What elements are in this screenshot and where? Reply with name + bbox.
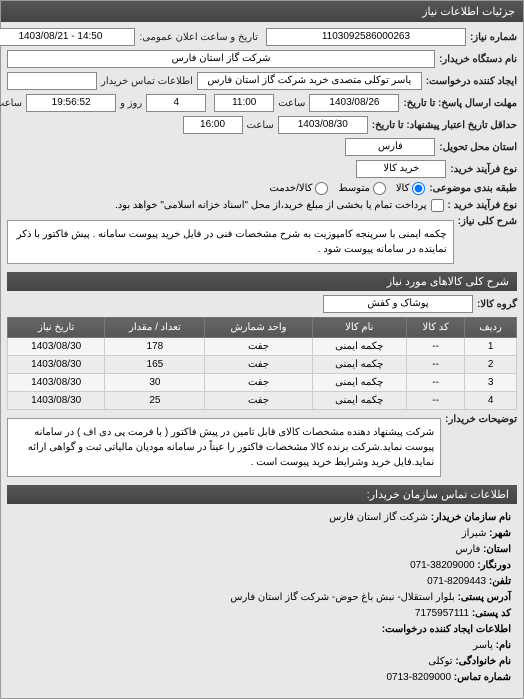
buyer-info-section: نام سازمان خریدار: شرکت گاز استان فارس ش… bbox=[7, 504, 517, 692]
classification-radios: کالا متوسط کالا/خدمت bbox=[270, 182, 426, 195]
th-5: تاریخ نیاز bbox=[8, 318, 105, 338]
radio-opt-1[interactable]: متوسط bbox=[338, 182, 385, 195]
process-type-label: نوع فرآیند خرید: bbox=[450, 164, 517, 175]
remaining-suffix: ساعت باقی مانده bbox=[0, 98, 22, 109]
table-row: 1--چکمه ایمنیجفت1781403/08/30 bbox=[8, 338, 517, 356]
table-cell: 1 bbox=[465, 338, 517, 356]
radio-opt-0[interactable]: کالا bbox=[396, 182, 426, 195]
contact-info-label: اطلاعات تماس خریدار bbox=[101, 76, 193, 87]
description-text: چکمه ایمنی با سرپنجه کامپوزیت به شرح مشخ… bbox=[7, 220, 454, 264]
table-cell: 2 bbox=[465, 356, 517, 374]
table-cell: 4 bbox=[465, 392, 517, 410]
table-cell: جفت bbox=[205, 374, 312, 392]
contact-info-value bbox=[7, 72, 97, 90]
description-label: شرح کلی نیاز: bbox=[458, 216, 517, 227]
need-number-label: شماره نیاز: bbox=[470, 32, 517, 43]
delivery-province-label: استان محل تحویل: bbox=[439, 142, 517, 153]
validity-time: 16:00 bbox=[183, 116, 243, 134]
purchase-process-label: نوع فرآیند خرید : bbox=[448, 200, 517, 211]
deadline-label: مهلت ارسال پاسخ: تا تاریخ: bbox=[403, 98, 517, 109]
th-2: نام کالا bbox=[312, 318, 406, 338]
th-3: واحد شمارش bbox=[205, 318, 312, 338]
requester-value: یاسر توکلی متصدی خرید شرکت گاز استان فار… bbox=[197, 72, 422, 90]
table-row: 2--چکمه ایمنیجفت1651403/08/30 bbox=[8, 356, 517, 374]
deadline-time: 11:00 bbox=[214, 94, 274, 112]
radio-opt-2[interactable]: کالا/خدمت bbox=[270, 182, 329, 195]
validity-time-label: ساعت bbox=[247, 120, 274, 131]
table-cell: -- bbox=[407, 392, 465, 410]
table-cell: 3 bbox=[465, 374, 517, 392]
remaining-days-label: روز و bbox=[120, 98, 142, 109]
table-cell: جفت bbox=[205, 392, 312, 410]
validity-label: حداقل تاریخ اعتبار پیشنهاد: تا تاریخ: bbox=[372, 120, 517, 131]
table-cell: -- bbox=[407, 338, 465, 356]
th-0: ردیف bbox=[465, 318, 517, 338]
table-cell: جفت bbox=[205, 338, 312, 356]
table-cell: چکمه ایمنی bbox=[312, 374, 406, 392]
goods-group-value: پوشاک و کفش bbox=[323, 295, 473, 313]
treasury-label: پرداخت تمام یا بخشی از مبلغ خرید،از محل … bbox=[115, 200, 427, 211]
process-type-value: خرید کالا bbox=[356, 160, 446, 178]
table-row: 3--چکمه ایمنیجفت301403/08/30 bbox=[8, 374, 517, 392]
table-cell: -- bbox=[407, 374, 465, 392]
table-cell: 165 bbox=[105, 356, 205, 374]
radio-0[interactable] bbox=[412, 182, 425, 195]
table-cell: 178 bbox=[105, 338, 205, 356]
table-cell: چکمه ایمنی bbox=[312, 392, 406, 410]
panel-title: جزئیات اطلاعات نیاز bbox=[1, 1, 523, 22]
treasury-checkbox[interactable] bbox=[431, 199, 444, 212]
remaining-days: 4 bbox=[146, 94, 206, 112]
table-cell: -- bbox=[407, 356, 465, 374]
th-4: تعداد / مقدار bbox=[105, 318, 205, 338]
table-row: 4--چکمه ایمنیجفت251403/08/30 bbox=[8, 392, 517, 410]
buyer-notes-label: توضیحات خریدار: bbox=[445, 414, 517, 425]
radio-2[interactable] bbox=[315, 182, 328, 195]
remaining-time: 19:56:52 bbox=[26, 94, 116, 112]
table-cell: جفت bbox=[205, 356, 312, 374]
goods-table: ردیف کد کالا نام کالا واحد شمارش تعداد /… bbox=[7, 317, 517, 410]
contact-section-title: اطلاعات تماس سازمان خریدار: bbox=[7, 485, 517, 504]
goods-group-label: گروه کالا: bbox=[477, 299, 517, 310]
announce-dt-label: تاریخ و ساعت اعلان عمومی: bbox=[139, 32, 258, 43]
radio-1[interactable] bbox=[373, 182, 386, 195]
table-cell: چکمه ایمنی bbox=[312, 338, 406, 356]
table-cell: 30 bbox=[105, 374, 205, 392]
goods-section-title: شرح کلی کالاهای مورد نیاز bbox=[7, 272, 517, 291]
requester-label: ایجاد کننده درخواست: bbox=[426, 76, 517, 87]
buyer-notes-text: شرکت پیشنهاد دهنده مشخصات کالای قابل تام… bbox=[7, 418, 441, 477]
delivery-province-value: فارس bbox=[345, 138, 435, 156]
table-cell: 1403/08/30 bbox=[8, 374, 105, 392]
deadline-time-label: ساعت bbox=[278, 98, 305, 109]
announce-dt-value: 14:50 - 1403/08/21 bbox=[0, 28, 135, 46]
buyer-value: شرکت گاز استان فارس bbox=[7, 50, 435, 68]
table-cell: 1403/08/30 bbox=[8, 338, 105, 356]
classification-label: طبقه بندی موضوعی: bbox=[429, 183, 517, 194]
table-cell: چکمه ایمنی bbox=[312, 356, 406, 374]
buyer-label: نام دستگاه خریدار: bbox=[439, 54, 517, 65]
deadline-date: 1403/08/26 bbox=[309, 94, 399, 112]
need-number-value: 1103092586000263 bbox=[266, 28, 466, 46]
th-1: کد کالا bbox=[407, 318, 465, 338]
validity-date: 1403/08/30 bbox=[278, 116, 368, 134]
table-cell: 1403/08/30 bbox=[8, 356, 105, 374]
table-cell: 1403/08/30 bbox=[8, 392, 105, 410]
table-cell: 25 bbox=[105, 392, 205, 410]
